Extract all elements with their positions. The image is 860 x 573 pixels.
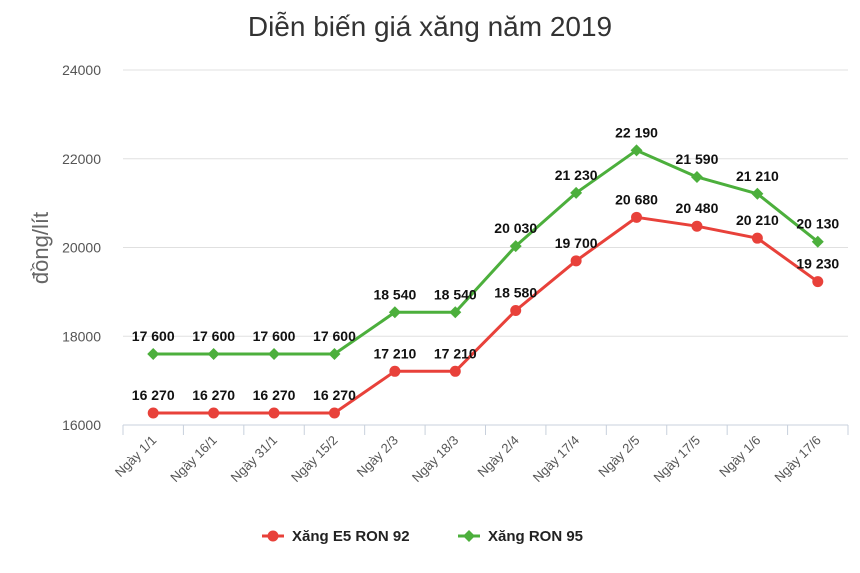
y-tick-label: 16000 [62,417,101,433]
x-tick-label: Ngày 16/1 [167,433,220,486]
data-label: 17 600 [253,328,296,344]
data-label: 21 230 [555,167,598,183]
data-point[interactable] [268,407,280,419]
data-point[interactable] [751,187,764,200]
x-tick-label: Ngày 31/1 [228,433,281,486]
data-label: 18 540 [373,286,416,302]
data-label: 20 210 [736,212,779,228]
x-tick-label: Ngày 17/6 [771,433,824,486]
data-point[interactable] [751,232,763,244]
data-label: 20 130 [796,216,839,232]
data-point[interactable] [510,305,522,317]
chart-title: Diễn biến giá xăng năm 2019 [248,11,612,42]
legend[interactable]: Xăng E5 RON 92 Xăng RON 95 [262,528,583,545]
grid-lines [123,69,848,337]
data-labels: 16 270 16 270 16 270 16 270 17 210 17 210 18 5… [132,124,840,403]
y-tick-label: 24000 [62,62,101,78]
data-point[interactable] [570,255,582,267]
data-label: 22 190 [615,124,658,140]
data-label: 17 600 [132,328,175,344]
y-axis-label: đồng/lít [28,212,53,284]
series-lines [147,144,824,419]
data-point[interactable] [328,407,340,419]
legend-label: Xăng RON 95 [488,528,583,545]
data-label: 17 600 [192,328,235,344]
x-tick-label: Ngày 17/5 [651,433,704,486]
x-tick-label: Ngày 15/2 [288,433,341,486]
legend-marker [463,530,475,542]
data-point[interactable] [147,348,160,360]
data-point[interactable] [208,407,220,419]
data-label: 20 480 [676,200,719,216]
data-point[interactable] [690,170,703,183]
data-point[interactable] [147,407,159,419]
legend-item-2[interactable]: Xăng RON 95 [458,528,583,545]
data-label: 21 590 [676,151,719,167]
data-point[interactable] [811,235,824,248]
data-point[interactable] [449,306,462,319]
data-label: 17 210 [373,345,416,361]
data-label: 16 270 [253,387,296,403]
data-point[interactable] [509,240,522,253]
x-tick-label: Ngày 18/3 [409,433,462,486]
data-label: 20 680 [615,191,658,207]
data-point[interactable] [631,211,643,223]
x-tick-label: Ngày 2/4 [474,433,521,480]
x-tick-label: Ngày 17/4 [530,433,583,486]
x-tick-label: Ngày 1/6 [716,433,763,480]
series-line-1 [153,215,819,415]
y-tick-label: 18000 [62,328,101,344]
data-label: 19 230 [796,256,839,272]
legend-item-1[interactable]: Xăng E5 RON 92 [262,528,410,545]
x-tick-label: Ngày 2/5 [595,433,642,480]
data-label: 21 210 [736,168,779,184]
y-tick-label: 22000 [62,151,101,167]
x-tick-label: Ngày 2/3 [354,433,401,480]
data-point[interactable] [268,348,281,360]
data-label: 16 270 [132,387,175,403]
data-label: 17 210 [434,345,477,361]
legend-label: Xăng E5 RON 92 [292,528,410,545]
axes: 16000 18000 20000 22000 24000 Ngày 1/1 Ngày 16… [62,62,849,486]
data-label: 18 580 [494,285,537,301]
data-label: 17 600 [313,328,356,344]
data-point[interactable] [389,365,401,377]
data-point[interactable] [691,220,703,232]
data-point[interactable] [630,144,643,157]
data-point[interactable] [207,348,220,360]
data-point[interactable] [449,365,461,377]
y-tick-label: 20000 [62,240,101,256]
data-label: 16 270 [192,387,235,403]
data-point[interactable] [388,306,401,319]
legend-marker [267,530,279,542]
data-label: 16 270 [313,387,356,403]
data-label: 20 030 [494,220,537,236]
data-point[interactable] [812,276,824,288]
data-point[interactable] [570,186,583,199]
x-tick-label: Ngày 1/1 [112,433,159,480]
data-label: 18 540 [434,286,477,302]
data-label: 19 700 [555,235,598,251]
data-point[interactable] [328,348,341,360]
series-line-2 [153,148,819,356]
